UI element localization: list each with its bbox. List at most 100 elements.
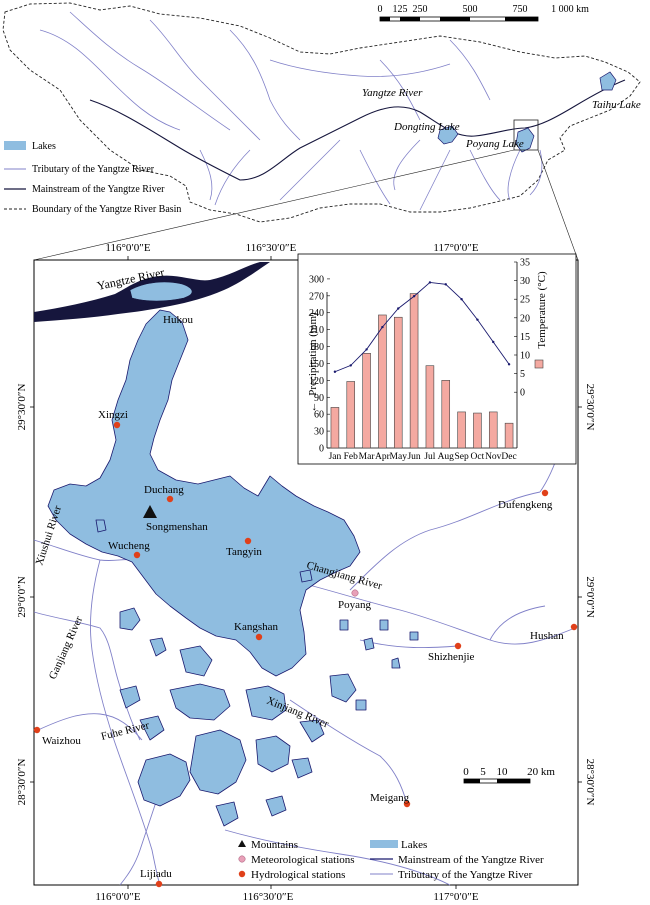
bar-nov	[488, 411, 498, 449]
ytick-left-210: 210	[309, 325, 324, 336]
legend-mountain-icon	[238, 840, 246, 847]
station-marker-duchang	[166, 495, 174, 503]
ytick-right-35: 35	[520, 258, 530, 269]
climate-chart: 0 30 60 90 120 150 180 210 240 270 300 0 5 10 15 20 25 30…	[297, 253, 577, 465]
chart-line	[333, 281, 511, 373]
detail-legend-lakes: Lakes	[401, 839, 427, 851]
detail-legend-hydro: Hydrological stations	[251, 869, 345, 881]
station-label-waizhou: Waizhou	[42, 735, 81, 747]
detail-legend-meteo: Meteorological stations	[251, 854, 355, 866]
overview-taihu-lake	[599, 71, 617, 91]
station-label-wucheng: Wucheng	[108, 540, 150, 552]
overview-scale-tick-125: 125	[393, 4, 408, 15]
ytick-left-90: 90	[314, 393, 324, 404]
xtick-nov: Nov	[485, 452, 502, 462]
detail-scale-tick-20: 20 km	[527, 766, 555, 778]
legend-lakes-swatch	[4, 141, 26, 150]
overview-label-dongting: Dongting Lake	[393, 121, 460, 133]
station-marker-lijiadu	[155, 880, 163, 888]
station-label-tangyin: Tangyin	[226, 546, 262, 558]
xtick-apr: Apr	[375, 452, 391, 462]
temperature-point-nov	[492, 340, 495, 344]
overview-map: 0 125 250 500 750 1 000 km Yangtze River…	[2, 2, 641, 261]
bar-jun	[409, 293, 419, 449]
left-tick-29-0: 29°0′0″N	[16, 576, 28, 617]
detail-scale-tick-10: 10	[497, 766, 509, 778]
overview-label-yangtze: Yangtze River	[362, 87, 423, 99]
zoom-line-right	[537, 149, 579, 261]
left-tick-28-30: 28°30′0″N	[16, 759, 28, 806]
overview-scale-tick-0: 0	[378, 4, 383, 15]
xtick-may: May	[390, 452, 408, 462]
temperature-point-may	[397, 307, 400, 310]
top-tick-117-0: 117°0′0″E	[433, 242, 478, 254]
ytick-left-240: 240	[309, 308, 324, 319]
overview-legend-tributary: Tributary of the Yangtze River	[32, 164, 155, 175]
right-tick-28-30: 28°30′0″N	[584, 759, 596, 806]
temperature-point-apr	[381, 325, 384, 329]
chart-ylabel-left-arrow: ←	[307, 402, 319, 413]
ytick-right-20: 20	[520, 313, 530, 324]
zoom-line-left	[33, 149, 515, 261]
station-label-shizhenjie: Shizhenjie	[428, 651, 475, 663]
temperature-point-mar	[365, 348, 368, 351]
xtick-aug: Aug	[438, 452, 455, 462]
left-tick-29-30: 29°30′0″N	[16, 384, 28, 431]
overview-scale-tick-500: 500	[463, 4, 478, 15]
overview-scale-bar: 0 125 250 500 750 1 000 km	[378, 4, 589, 22]
station-marker-dufengkeng	[541, 489, 549, 497]
station-label-duchang: Duchang	[144, 484, 184, 496]
detail-mainstream	[34, 262, 270, 322]
station-marker-wucheng	[133, 551, 141, 559]
detail-scale-bar: 0 5 10 20 km	[463, 766, 555, 784]
overview-legend-mainstream: Mainstream of the Yangtze River	[32, 184, 165, 195]
station-label-kangshan: Kangshan	[234, 621, 278, 633]
ytick-right-25: 25	[520, 295, 530, 306]
stations: Xingzi Hukou Duchang Wucheng Tangyin Kan…	[33, 314, 578, 888]
temperature-point-dec	[507, 363, 511, 366]
detail-legend-tributary: Tributary of the Yangtze River	[398, 869, 533, 881]
overview-scale-tick-250: 250	[413, 4, 428, 15]
legend-hydro-icon	[238, 870, 246, 878]
station-label-meigang: Meigang	[370, 792, 410, 804]
chart-background	[297, 253, 577, 465]
temperature-point-jan	[333, 370, 337, 373]
overview-dongting-lake	[437, 125, 459, 145]
xtick-feb: Feb	[344, 452, 359, 462]
temperature-line	[334, 281, 510, 373]
station-marker-shizhenjie	[454, 642, 462, 650]
ytick-left-120: 120	[309, 376, 324, 387]
temperature-point-jun	[412, 295, 416, 298]
yangtze-basin-boundary	[2, 2, 641, 223]
xtick-jul: Jul	[424, 452, 435, 462]
xtick-jan: Jan	[329, 452, 342, 462]
bottom-tick-116-0: 116°0′0″E	[95, 891, 140, 903]
overview-mainstream	[89, 79, 626, 181]
chart-ylabel-right-swatch	[534, 359, 544, 369]
legend-lakes-swatch-detail	[370, 840, 398, 848]
right-tick-29-30: 29°30′0″N	[584, 384, 596, 431]
ytick-right-5: 5	[520, 369, 525, 380]
overview-label-poyang: Poyang Lake	[465, 138, 524, 150]
overview-label-taihu: Taihu Lake	[592, 99, 641, 111]
bar-jul	[425, 365, 435, 449]
ytick-left-180: 180	[309, 342, 324, 353]
bar-aug	[441, 380, 451, 449]
station-marker-kangshan	[255, 633, 263, 641]
bar-oct	[473, 412, 482, 449]
overview-scale-tick-1000: 1 000 km	[551, 4, 589, 15]
xtick-oct: Oct	[471, 452, 485, 462]
bar-jan	[330, 407, 340, 449]
station-marker-poyang	[351, 589, 359, 597]
ytick-right-10: 10	[520, 351, 530, 362]
overview-tributaries	[39, 11, 543, 211]
temperature-point-sep	[460, 298, 463, 301]
station-label-dufengkeng: Dufengkeng	[498, 499, 553, 511]
chart-ylabel-left: Precipitation (mm)	[307, 312, 319, 396]
ytick-right-0: 0	[520, 388, 525, 399]
overview-legend-boundary: Boundary of the Yangtze River Basin	[32, 204, 181, 215]
station-marker-meigang	[403, 800, 411, 808]
bottom-tick-117-0: 117°0′0″E	[433, 891, 478, 903]
songmenshan-mountain-icon	[143, 505, 157, 518]
